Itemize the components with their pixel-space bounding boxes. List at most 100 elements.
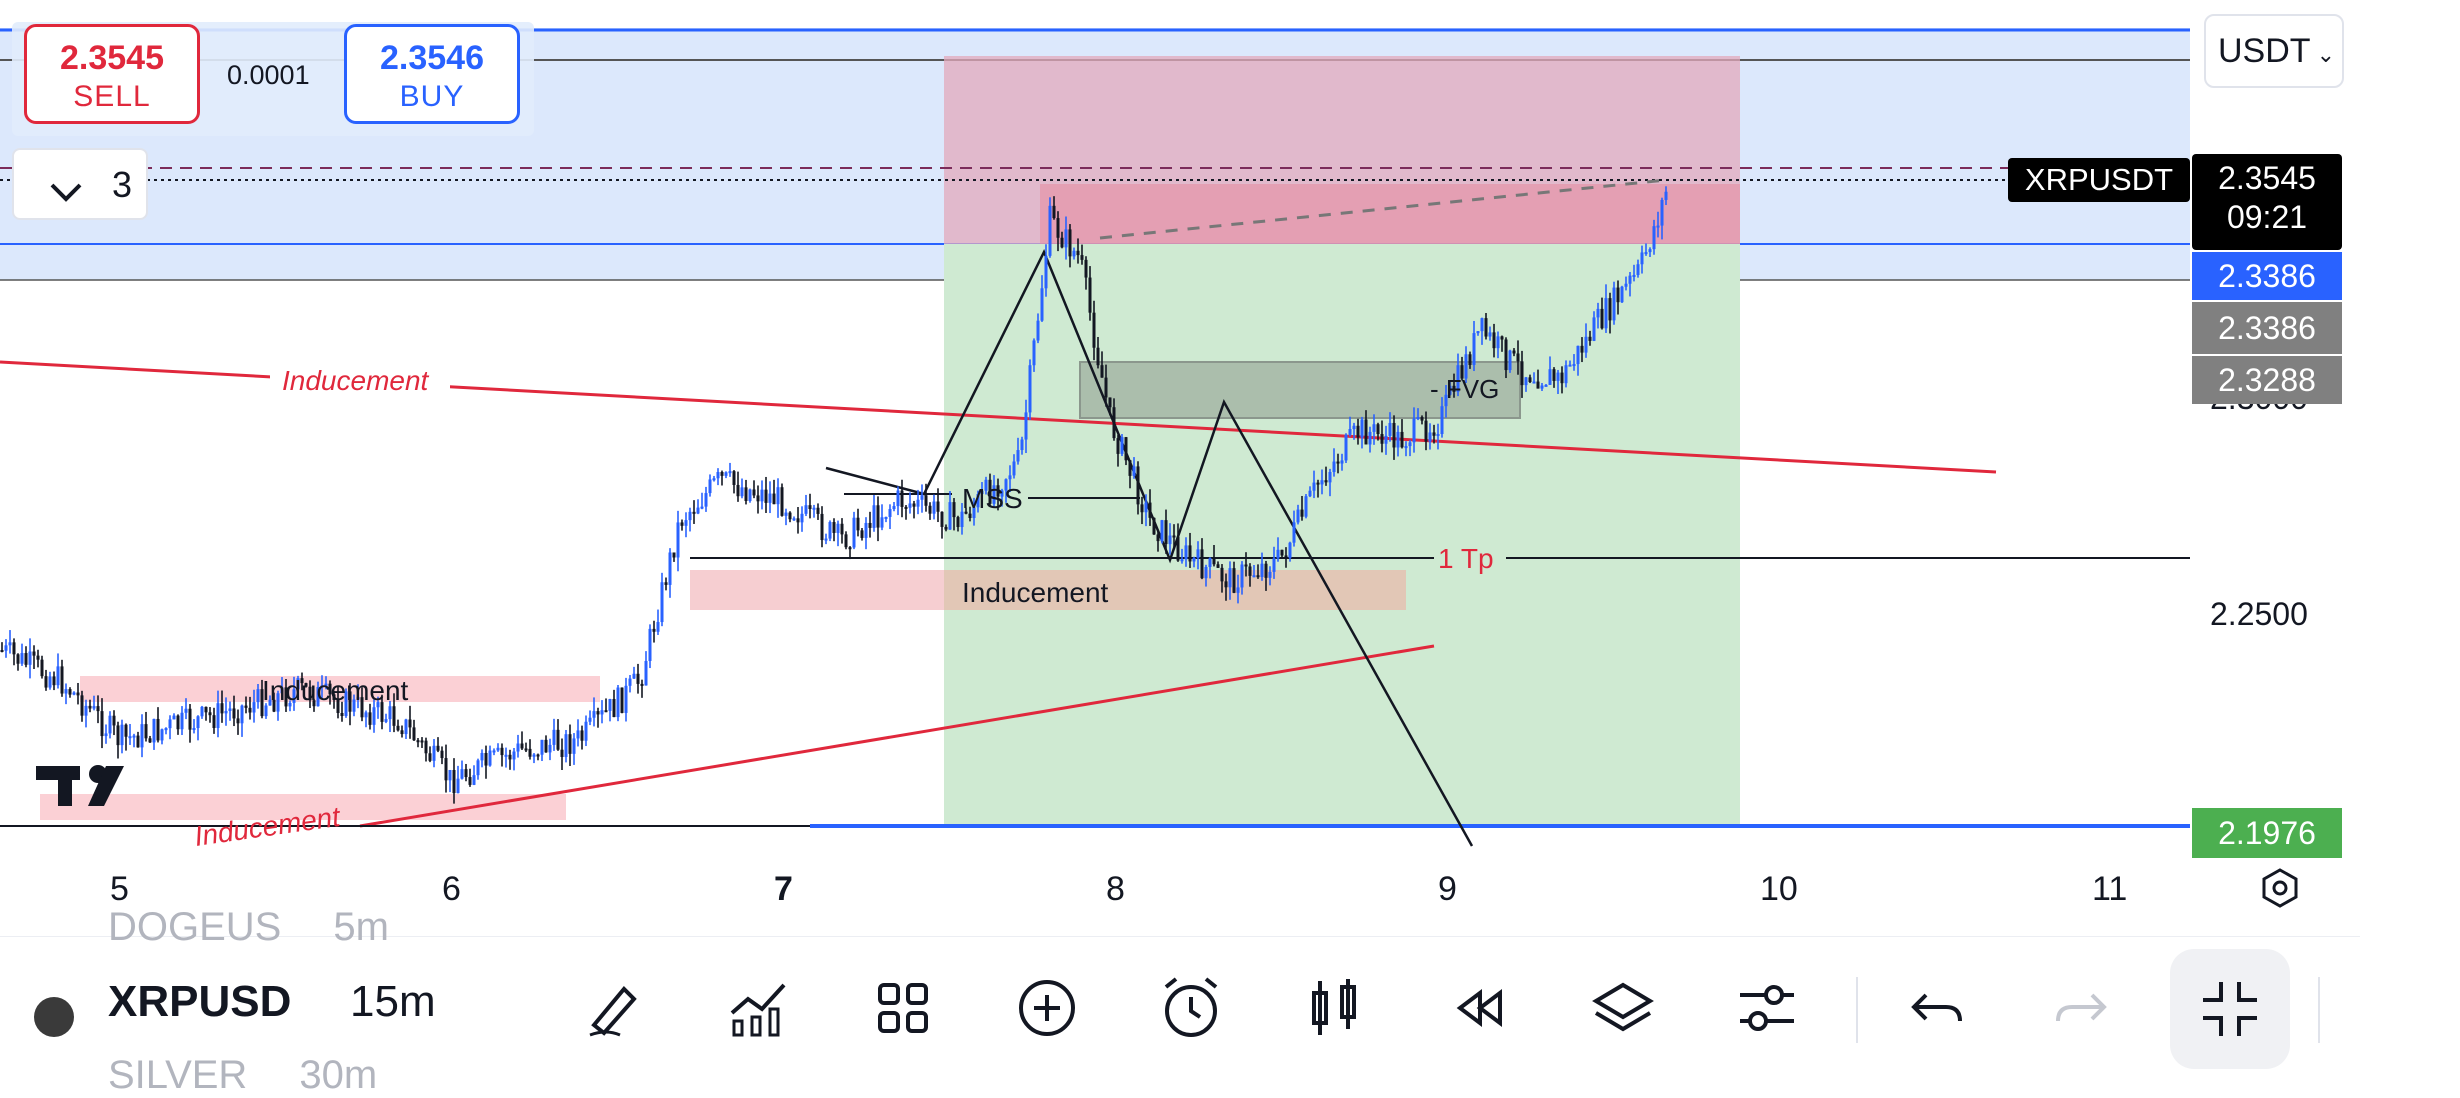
candle-body xyxy=(368,712,372,725)
buy-button[interactable]: 2.3546 BUY xyxy=(344,24,520,124)
candle-body xyxy=(548,744,552,753)
candle-body xyxy=(1096,347,1100,366)
replay-icon[interactable] xyxy=(1444,973,1514,1043)
candle-body xyxy=(1592,317,1596,341)
candle-body xyxy=(1324,480,1328,483)
candle-body xyxy=(1068,229,1072,257)
candle-body xyxy=(1388,422,1392,436)
candle-body xyxy=(888,509,892,517)
candle-body xyxy=(640,683,644,686)
candle-body xyxy=(812,507,816,510)
candle-body xyxy=(1384,435,1388,444)
candle-body xyxy=(356,697,360,700)
candle-body xyxy=(688,511,692,521)
templates-icon[interactable] xyxy=(868,973,938,1043)
candle-body xyxy=(1492,332,1496,349)
candle-body xyxy=(32,651,36,656)
add-icon[interactable] xyxy=(1012,973,1082,1043)
candle-body xyxy=(1376,424,1380,435)
candle-body xyxy=(1408,442,1412,447)
time-label: 7 xyxy=(774,870,793,908)
time-label: 9 xyxy=(1438,870,1457,908)
candle-body xyxy=(296,678,300,690)
settings-icon[interactable] xyxy=(1732,973,1802,1043)
undo-icon[interactable] xyxy=(1902,973,1972,1043)
candle-body xyxy=(636,673,640,684)
settings-gear-icon[interactable] xyxy=(2258,866,2302,915)
chart-type-icon[interactable] xyxy=(1300,973,1370,1043)
symbol-list-prev[interactable]: DOGEUS 5m xyxy=(108,905,389,950)
layers-icon[interactable] xyxy=(1588,973,1658,1043)
candle-body xyxy=(1540,385,1544,389)
zigzag-projection[interactable] xyxy=(825,248,1474,847)
redo-icon[interactable] xyxy=(2046,973,2116,1043)
candle-body xyxy=(996,485,1000,497)
candle-body xyxy=(1336,461,1340,464)
candle-body xyxy=(576,730,580,739)
candle-body xyxy=(708,479,712,494)
candle-body xyxy=(196,716,200,729)
candle-body xyxy=(976,494,980,508)
candle-body xyxy=(1524,377,1528,386)
next-symbol: SILVER xyxy=(108,1053,248,1097)
candle-body xyxy=(1440,406,1444,435)
sell-button[interactable]: 2.3545 SELL xyxy=(24,24,200,124)
candle-body xyxy=(1412,418,1416,443)
candle-body xyxy=(148,738,152,743)
candle-body xyxy=(1344,434,1348,461)
countdown: 09:21 xyxy=(2226,199,2308,235)
candle-body xyxy=(1468,354,1472,365)
candle-body xyxy=(764,489,768,503)
mss-label: MSS xyxy=(962,483,1023,514)
inducement-trendline-bottom[interactable] xyxy=(359,644,1435,828)
candle-body xyxy=(200,706,204,717)
candle-body xyxy=(144,724,148,739)
take-profit-zone[interactable] xyxy=(944,244,1740,824)
toolbar-divider xyxy=(2318,977,2320,1043)
candle-body xyxy=(864,522,868,538)
candle-body xyxy=(1176,536,1180,561)
candle-body xyxy=(1496,336,1500,349)
indicators-icon[interactable] xyxy=(724,973,794,1043)
candle-body xyxy=(1520,361,1524,386)
fullscreen-exit-icon xyxy=(2203,982,2257,1036)
candle-body xyxy=(1548,369,1552,385)
candle-body xyxy=(28,651,32,665)
candle-body xyxy=(596,711,600,715)
candle-body xyxy=(36,655,40,660)
candle-body xyxy=(140,724,144,748)
candle-body xyxy=(388,706,392,720)
candle-body xyxy=(12,642,16,655)
symbol-list-next[interactable]: SILVER 30m xyxy=(108,1053,377,1098)
candle-body xyxy=(896,490,900,507)
candle-body xyxy=(1120,437,1124,454)
drawing-tools-icon[interactable] xyxy=(580,973,650,1043)
candle-body xyxy=(836,523,840,533)
candle-body xyxy=(1488,332,1492,337)
alert-icon[interactable] xyxy=(1156,973,1226,1043)
candle-body xyxy=(504,754,508,757)
indicators-collapse-button[interactable]: 3 xyxy=(12,148,148,220)
fullscreen-exit-button[interactable] xyxy=(2170,949,2290,1069)
candle-body xyxy=(1532,381,1536,384)
candle-body xyxy=(524,748,528,751)
price-chart[interactable]: Inducement Inducement Inducement Inducem… xyxy=(0,0,2460,936)
inducement-box-left[interactable] xyxy=(80,676,600,702)
candle-body xyxy=(1392,422,1396,448)
candle-body xyxy=(948,502,952,530)
candle-body xyxy=(1460,365,1464,379)
candle-body xyxy=(680,522,684,526)
candle-body xyxy=(880,517,884,528)
candle-body xyxy=(380,702,384,722)
interval-value[interactable]: 15m xyxy=(350,977,436,1026)
candle-body xyxy=(1600,308,1604,329)
symbol-name[interactable]: XRPUSD xyxy=(108,977,292,1026)
candle-body xyxy=(860,530,864,538)
currency-selector[interactable]: USDT ⌄ xyxy=(2204,14,2344,88)
candle-body xyxy=(448,770,452,781)
candle-body xyxy=(1172,535,1176,538)
candle-body xyxy=(88,705,92,709)
candle-body xyxy=(1300,509,1304,517)
candle-body xyxy=(1528,377,1532,382)
buy-label: BUY xyxy=(399,80,465,113)
